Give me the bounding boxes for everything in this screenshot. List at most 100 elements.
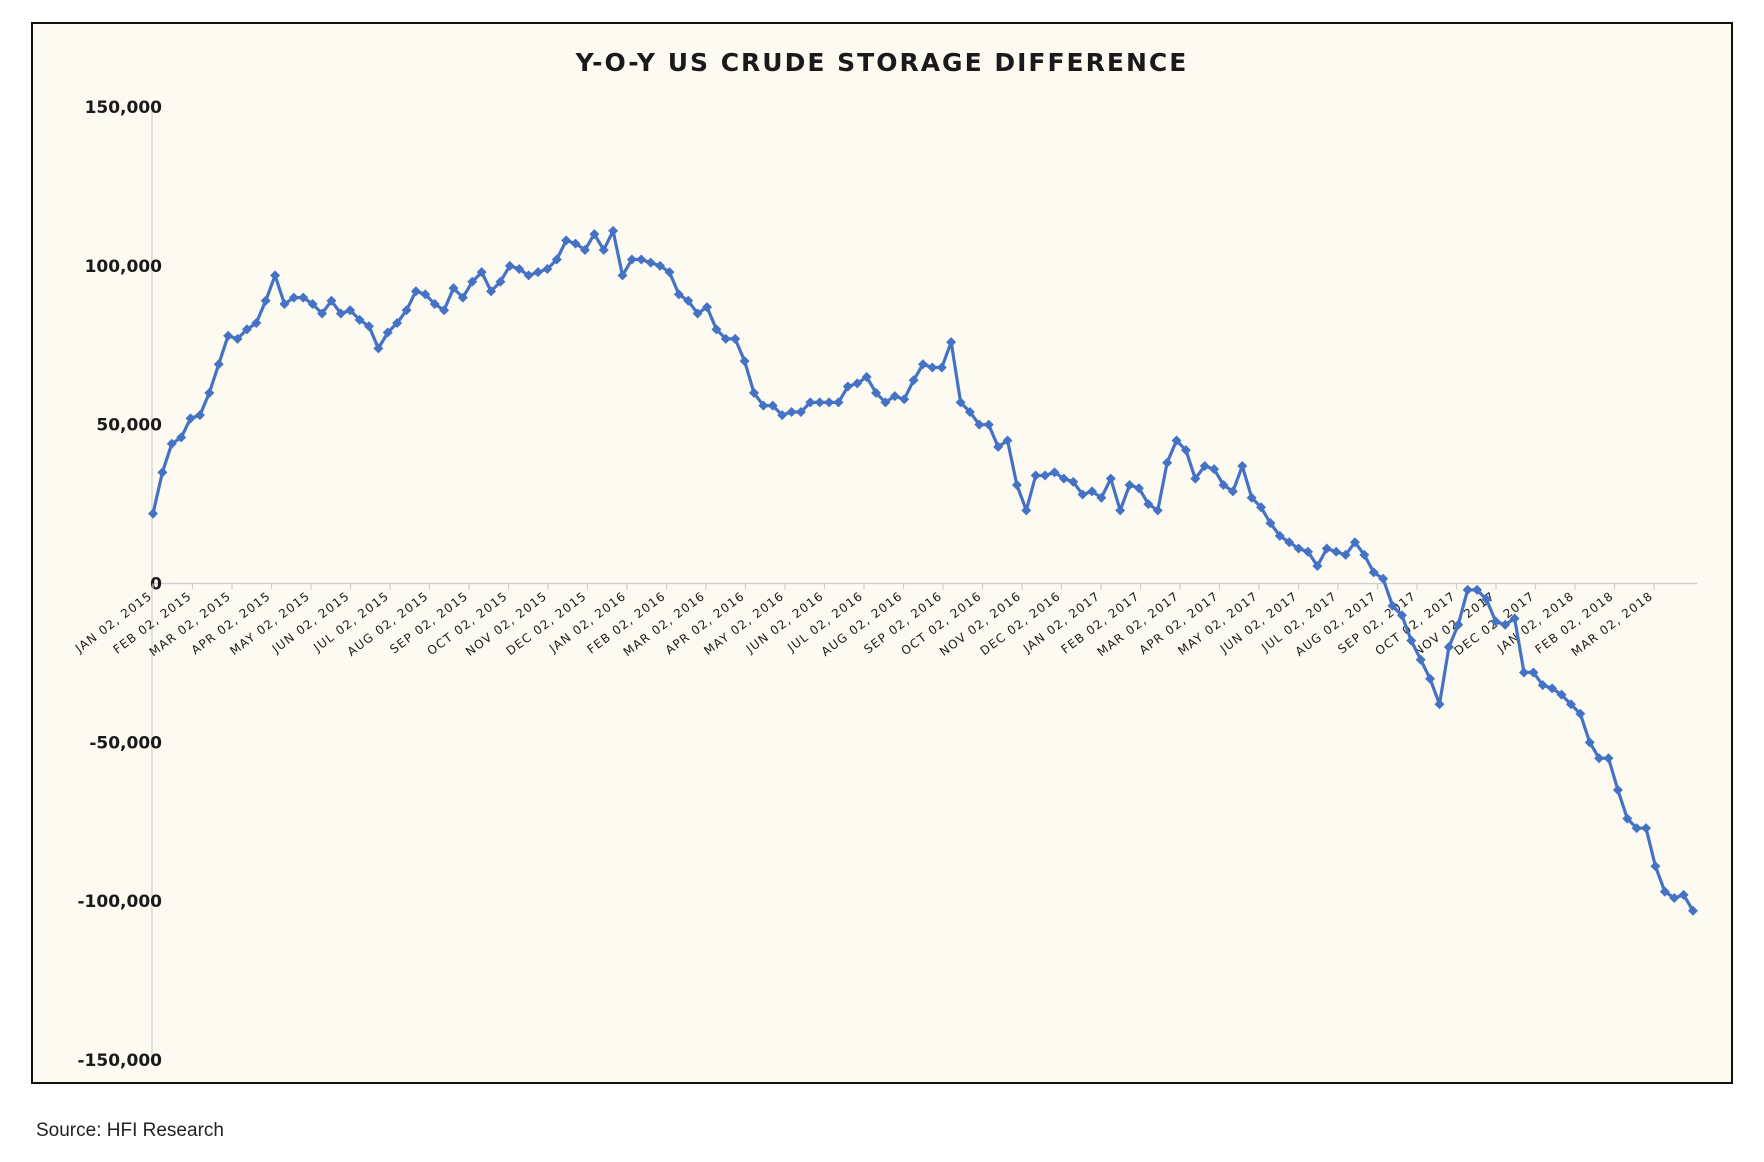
data-point [1500, 619, 1511, 630]
data-point [1537, 680, 1548, 691]
data-point [157, 467, 168, 478]
data-point [1152, 505, 1163, 516]
data-point [1265, 518, 1276, 529]
data-point [288, 292, 299, 303]
data-point [1556, 689, 1567, 700]
data-point [908, 375, 919, 386]
data-point [1481, 594, 1492, 605]
data-point [1678, 889, 1689, 900]
y-tick-label: 150,000 [85, 98, 163, 118]
data-point [852, 378, 863, 389]
y-tick-label: -50,000 [89, 733, 162, 753]
data-point [1049, 467, 1060, 478]
data-point [561, 235, 572, 246]
data-point [814, 397, 825, 408]
data-point [204, 387, 215, 398]
data-point [382, 327, 393, 338]
data-point [871, 387, 882, 398]
data-point [955, 397, 966, 408]
data-point [1331, 546, 1342, 557]
data-point [974, 419, 985, 430]
data-point [748, 387, 759, 398]
data-point [298, 292, 309, 303]
data-point [1603, 753, 1614, 764]
data-point [645, 257, 656, 268]
data-point [1547, 683, 1558, 694]
data-point [1133, 483, 1144, 494]
data-point [692, 308, 703, 319]
data-point [495, 276, 506, 287]
data-point [1040, 470, 1051, 481]
data-point [1659, 886, 1670, 897]
data-point [514, 264, 525, 275]
data-point [504, 260, 515, 271]
data-point [1077, 489, 1088, 500]
data-point [1115, 505, 1126, 516]
data-point [711, 324, 722, 335]
data-point [457, 292, 468, 303]
data-point [1199, 460, 1210, 471]
chart-title: Y-O-Y US CRUDE STORAGE DIFFERENCE [575, 48, 1189, 77]
data-point [777, 410, 788, 421]
data-point [1021, 505, 1032, 516]
data-point [354, 314, 365, 325]
data-point [241, 324, 252, 335]
data-point [1143, 499, 1154, 510]
data-point [570, 238, 581, 249]
data-point [345, 305, 356, 316]
data-point [1227, 486, 1238, 497]
data-point [148, 508, 158, 519]
data-point [964, 406, 975, 417]
data-point [673, 289, 684, 300]
chart-frame: Y-O-Y US CRUDE STORAGE DIFFERENCE [31, 22, 1733, 1084]
data-point [1631, 823, 1642, 834]
data-point [1274, 530, 1285, 541]
data-point [805, 397, 816, 408]
data-point [439, 305, 450, 316]
data-point [1218, 480, 1229, 491]
data-point [598, 244, 609, 255]
data-point [1584, 737, 1595, 748]
data-point [1650, 861, 1661, 872]
data-point [983, 419, 994, 430]
data-point [1293, 543, 1304, 554]
data-point [1162, 457, 1173, 468]
data-point [1237, 460, 1248, 471]
data-point [1011, 480, 1022, 491]
data-point [1490, 616, 1501, 627]
data-point [1096, 492, 1107, 503]
data-point [1462, 584, 1473, 595]
data-point [833, 397, 844, 408]
data-point [166, 438, 177, 449]
data-point [223, 330, 234, 341]
data-point [476, 267, 487, 278]
data-point [1246, 492, 1257, 503]
data-point [702, 302, 713, 313]
data-point [1387, 600, 1398, 611]
data-point [918, 359, 928, 370]
line-chart: 150,000 100,000 50,000 0 -50,000 -100,000 -150… [72, 98, 1698, 1071]
data-point [899, 394, 910, 405]
data-point [1509, 613, 1520, 624]
data-point [1321, 543, 1332, 554]
data-point [758, 400, 769, 411]
data-point [1359, 549, 1370, 560]
data-point [1105, 473, 1116, 484]
data-point [1669, 892, 1680, 903]
data-point [589, 229, 600, 240]
data-point [1256, 502, 1267, 513]
data-point [542, 264, 553, 275]
data-point [1180, 445, 1191, 456]
data-point [739, 356, 750, 367]
data-point [1312, 561, 1323, 572]
y-tick-label: 100,000 [85, 257, 163, 277]
data-point [467, 276, 478, 287]
data-point [1396, 610, 1407, 621]
data-point [551, 254, 562, 265]
data-point [683, 295, 694, 306]
data-point [1688, 905, 1698, 916]
data-point [533, 267, 543, 278]
data-point [824, 397, 835, 408]
data-point [1443, 642, 1454, 653]
data-point [1565, 699, 1576, 710]
